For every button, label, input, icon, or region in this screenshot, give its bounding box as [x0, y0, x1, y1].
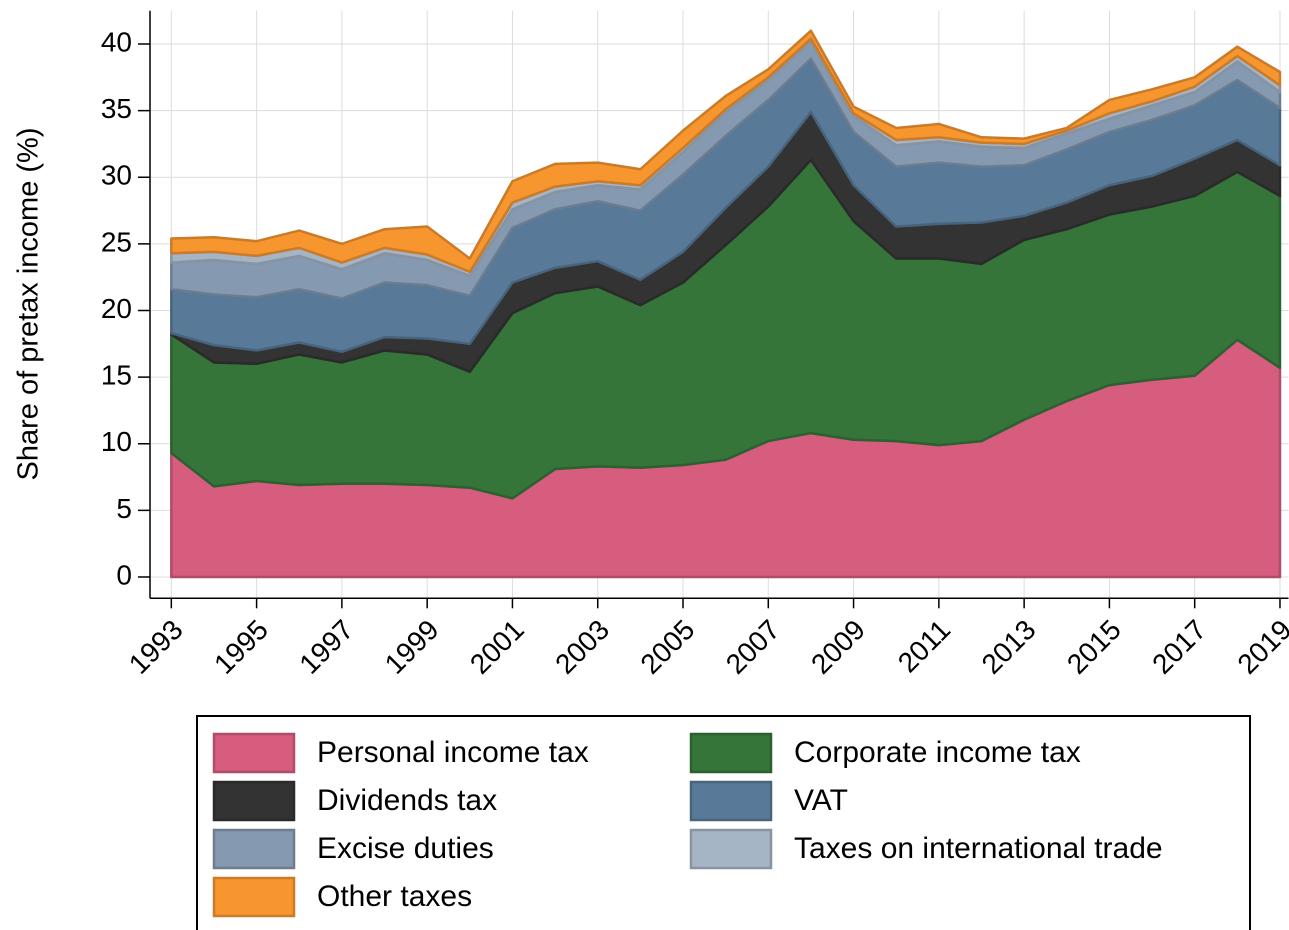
y-tick-label: 40 [101, 26, 132, 57]
y-tick-label: 5 [116, 493, 132, 524]
legend-swatch [689, 732, 773, 774]
legend-swatch [212, 780, 296, 822]
x-tick-label: 2009 [805, 614, 871, 680]
x-tick-label: 1993 [123, 614, 189, 680]
legend-swatch [212, 828, 296, 870]
x-tick-label: 1997 [293, 614, 359, 680]
y-tick-label: 35 [101, 93, 132, 124]
x-tick-label: 2013 [976, 614, 1042, 680]
legend-box [196, 715, 1251, 930]
legend-label: VAT [794, 784, 848, 817]
x-tick-label: 2005 [635, 614, 701, 680]
y-axis-title: Share of pretax income (%) [13, 128, 45, 481]
y-tick-label: 20 [101, 293, 132, 324]
legend-label: Personal income tax [317, 736, 589, 769]
legend-swatch [212, 876, 296, 918]
legend-swatch [689, 780, 773, 822]
areas [170, 29, 1282, 579]
x-tick-label: 2003 [549, 614, 615, 680]
legend-label: Corporate income tax [794, 736, 1081, 769]
y-tick-label: 30 [101, 160, 132, 191]
y-tick-label: 15 [101, 360, 132, 391]
legend-swatch [689, 828, 773, 870]
x-tick-label: 2007 [720, 614, 786, 680]
y-tick-label: 0 [116, 559, 132, 590]
x-tick-label: 1995 [208, 614, 274, 680]
x-tick-label: 2015 [1061, 614, 1127, 680]
legend-swatch [212, 732, 296, 774]
legend-label: Excise duties [317, 832, 494, 865]
legend-label: Other taxes [317, 880, 472, 913]
area [170, 29, 1282, 274]
y-tick-label: 25 [101, 226, 132, 257]
y-tick-label: 10 [101, 426, 132, 457]
x-tick-label: 2019 [1231, 614, 1289, 680]
x-tick-label: 2001 [464, 614, 530, 680]
legend-label: Taxes on international trade [794, 832, 1163, 865]
x-tick-label: 2011 [892, 614, 957, 679]
legend-label: Dividends tax [317, 784, 497, 817]
x-tick-label: 1999 [379, 614, 445, 680]
x-tick-label: 2017 [1146, 614, 1212, 680]
